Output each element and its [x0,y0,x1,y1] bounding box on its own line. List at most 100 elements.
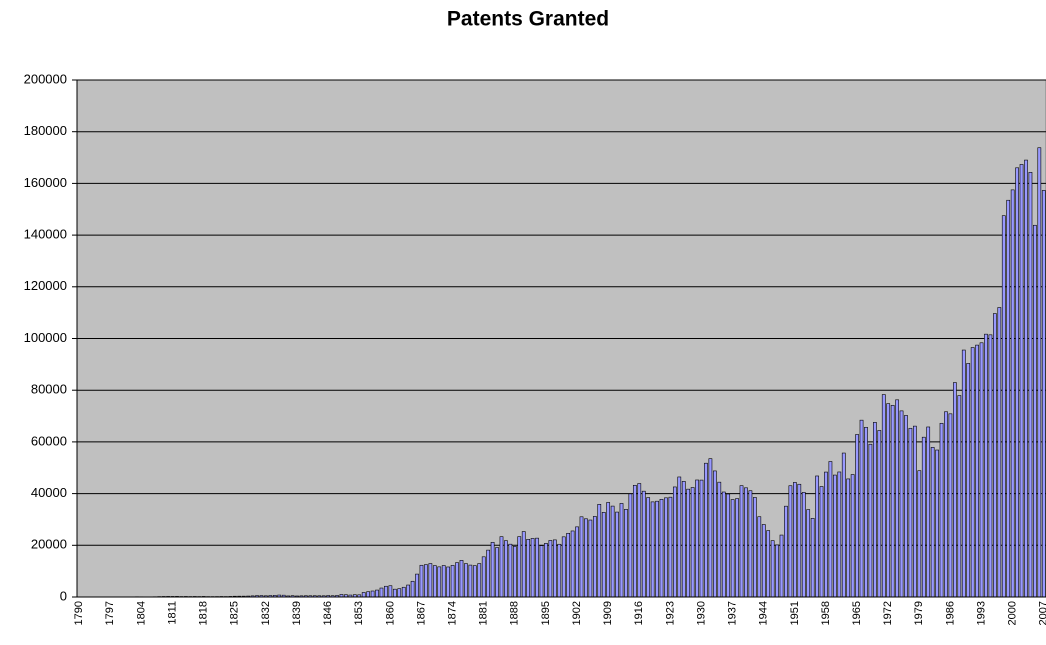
x-tick-label: 1804 [135,601,147,625]
bar [904,415,907,597]
bar [1033,225,1036,597]
bar [784,506,787,597]
x-tick-label: 2007 [1038,601,1046,625]
bar [891,405,894,597]
chart-title: Patents Granted [447,8,609,31]
bar [811,518,814,597]
bar [673,487,676,597]
bar [807,510,810,597]
bar [816,476,819,597]
bar [402,587,405,597]
bar [998,308,1001,597]
bar [447,567,450,597]
bar [420,565,423,597]
bar [429,564,432,597]
bar [687,489,690,597]
bar [558,544,561,597]
x-tick-label: 1979 [913,601,925,625]
x-tick-label: 1965 [851,601,863,625]
bar [776,545,779,597]
y-tick-label: 20000 [31,537,67,552]
x-tick-label: 1944 [758,601,770,625]
bar [438,567,441,597]
y-tick-label: 160000 [24,175,67,190]
bar [367,592,370,597]
x-tick-label: 1923 [664,601,676,625]
bar [927,427,930,597]
bar [700,480,703,597]
bar [718,482,721,597]
bar [1029,172,1032,597]
bar [758,517,761,597]
bar [896,400,899,597]
bar [980,343,983,597]
bar [749,491,752,597]
bar [989,335,992,597]
bar [469,565,472,597]
bar [971,348,974,597]
y-tick-label: 100000 [24,330,67,345]
bar [1020,164,1023,597]
bar [762,524,765,597]
y-tick-label: 60000 [31,433,67,448]
x-tick-label: 1895 [540,601,552,625]
bar [424,565,427,597]
x-tick-label: 1860 [384,601,396,625]
x-tick-label: 1951 [789,601,801,625]
bar [669,497,672,597]
x-tick-label: 1958 [820,601,832,625]
bar [789,486,792,597]
bar [864,427,867,597]
bar [722,492,725,597]
bar [629,494,632,597]
bar [713,471,716,597]
x-tick-label: 1993 [975,601,987,625]
bar [740,486,743,597]
bar [495,548,498,597]
bar [731,500,734,597]
bar [1002,216,1005,597]
bar [1038,148,1041,597]
bar [393,589,396,597]
bar [389,586,392,597]
bar [362,592,365,597]
bar [962,350,965,597]
bar [798,484,801,597]
bar [407,585,410,597]
bar [1016,168,1019,597]
x-tick-label: 1972 [882,601,894,625]
bar [709,459,712,597]
x-tick-label: 1832 [260,601,272,625]
bar [909,428,912,597]
bar [780,535,783,597]
bar [567,533,570,597]
bar [802,492,805,597]
x-tick-label: 1867 [415,601,427,625]
y-tick-label: 200000 [24,71,67,86]
bar [576,527,579,597]
bar [616,512,619,597]
x-tick-label: 1853 [353,601,365,625]
bar [482,557,485,597]
x-tick-label: 1902 [571,601,583,625]
bar [856,435,859,597]
bar [936,450,939,597]
bar [829,462,832,597]
y-tick-label: 80000 [31,382,67,397]
bar [882,395,885,597]
x-tick-label: 2000 [1007,601,1019,625]
bar [607,502,610,597]
bar [531,538,534,597]
bar [958,396,961,597]
bar [847,479,850,597]
bar [1011,190,1014,597]
bar [602,512,605,597]
bar [771,541,774,597]
x-tick-label: 1986 [944,601,956,625]
bar [793,482,796,597]
x-tick-label: 1916 [633,601,645,625]
bar [869,444,872,597]
bar [1007,200,1010,597]
